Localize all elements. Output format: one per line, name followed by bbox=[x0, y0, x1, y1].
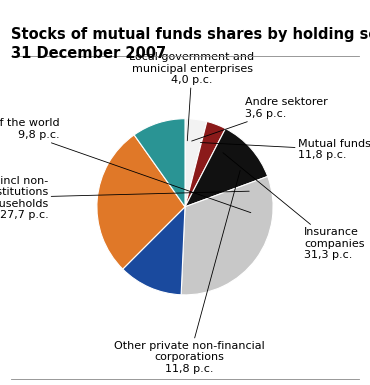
Wedge shape bbox=[123, 207, 185, 295]
Text: Other private non-financial
corporations
11,8 p.c.: Other private non-financial corporations… bbox=[114, 171, 265, 374]
Wedge shape bbox=[97, 135, 185, 269]
Wedge shape bbox=[134, 119, 185, 207]
Text: Mutual funds
11,8 p.c.: Mutual funds 11,8 p.c. bbox=[201, 139, 370, 160]
Text: Andre sektorer
3,6 p.c.: Andre sektorer 3,6 p.c. bbox=[192, 97, 328, 141]
Text: Rest of the world
9,8 p.c.: Rest of the world 9,8 p.c. bbox=[0, 119, 251, 213]
Text: Households incl non-
profit institutions
serving households
27,7 p.c.: Households incl non- profit institutions… bbox=[0, 176, 249, 220]
Wedge shape bbox=[185, 121, 225, 207]
Text: Insurance
companies
31,3 p.c.: Insurance companies 31,3 p.c. bbox=[223, 153, 364, 260]
Wedge shape bbox=[185, 119, 207, 207]
Text: Local government and
municipal enterprises
4,0 p.c.: Local government and municipal enterpris… bbox=[130, 52, 255, 141]
Text: Stocks of mutual funds shares by holding sectors as of
31 December 2007: Stocks of mutual funds shares by holding… bbox=[11, 27, 370, 60]
Wedge shape bbox=[181, 176, 273, 295]
Wedge shape bbox=[185, 129, 268, 207]
